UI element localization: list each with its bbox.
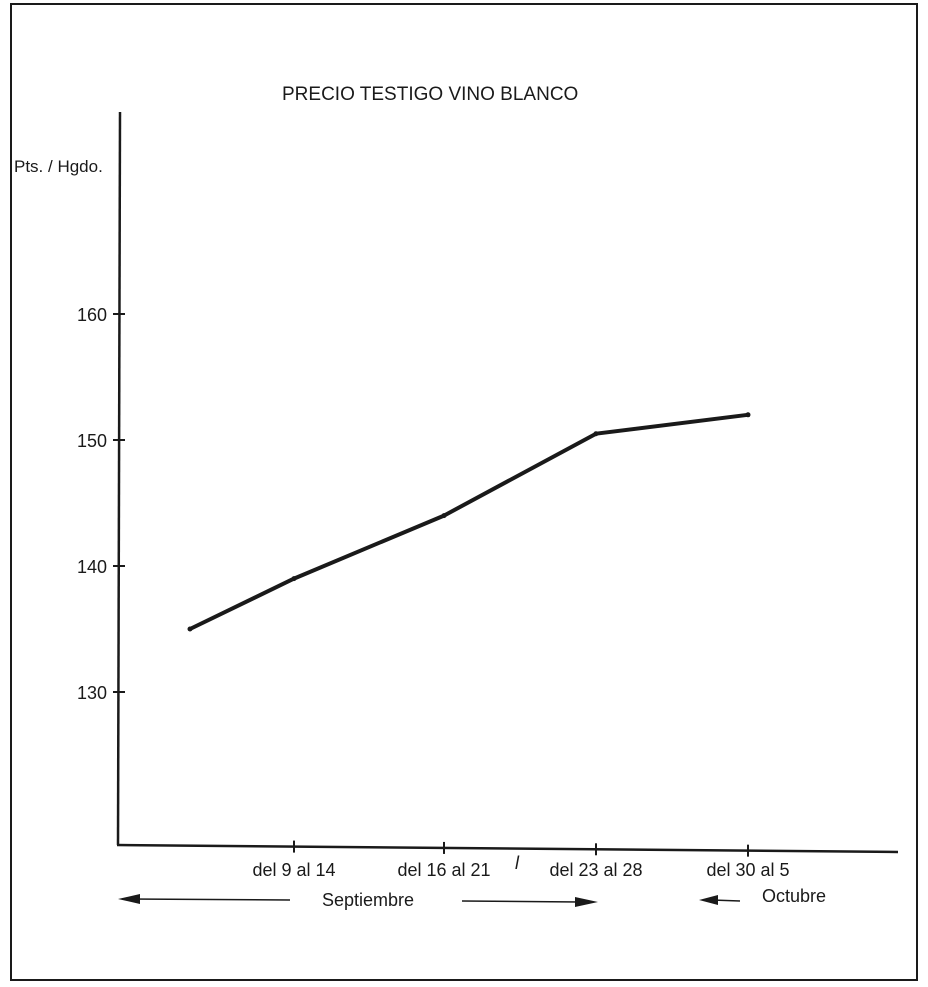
y-ticks: 130 140 150 160 xyxy=(77,305,125,703)
october-label: Octubre xyxy=(762,886,826,906)
y-tick-label: 140 xyxy=(77,557,107,577)
september-left-arrow-line xyxy=(121,898,291,901)
data-point xyxy=(593,431,599,437)
data-point xyxy=(745,412,751,418)
y-tick-label: 130 xyxy=(77,683,107,703)
series-line xyxy=(188,412,750,631)
x-tick-label: del 30 al 5 xyxy=(706,860,789,880)
period-annotations: Septiembre Octubre xyxy=(118,886,826,910)
x-ticks: del 9 al 14 del 16 al 21 del 23 al 28 del 3… xyxy=(252,840,790,880)
september-right-arrow-line xyxy=(461,900,581,903)
data-point xyxy=(291,576,297,582)
x-tick-label: del 16 al 21 xyxy=(397,860,490,880)
x-tick-label: del 23 al 28 xyxy=(549,860,642,880)
x-axis xyxy=(116,843,899,854)
chart-frame xyxy=(10,3,918,981)
september-right-arrowhead xyxy=(575,897,598,907)
stray-mark: l xyxy=(515,853,520,873)
y-axis xyxy=(116,111,122,846)
series-layer xyxy=(187,412,751,632)
september-label: Septiembre xyxy=(322,890,414,910)
data-point xyxy=(187,626,193,632)
october-left-arrowhead xyxy=(699,895,718,905)
y-axis-label: Pts. / Hgdo. xyxy=(14,157,103,176)
y-tick-label: 160 xyxy=(77,305,107,325)
chart-title: PRECIO TESTIGO VINO BLANCO xyxy=(282,84,578,105)
y-tick-label: 150 xyxy=(77,431,107,451)
x-tick-label: del 9 al 14 xyxy=(252,860,335,880)
data-point xyxy=(441,513,447,519)
september-left-arrowhead xyxy=(118,894,140,904)
